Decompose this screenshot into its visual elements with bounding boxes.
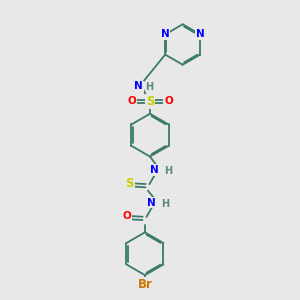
Text: S: S xyxy=(125,177,134,190)
Text: H: H xyxy=(145,82,153,92)
Text: H: H xyxy=(164,166,172,176)
Text: Br: Br xyxy=(137,278,152,291)
Text: O: O xyxy=(127,96,136,106)
Text: N: N xyxy=(147,198,156,208)
Text: S: S xyxy=(146,95,154,108)
Text: N: N xyxy=(196,29,205,39)
Text: N: N xyxy=(161,29,170,39)
Text: N: N xyxy=(150,165,159,175)
Text: O: O xyxy=(164,96,173,106)
Text: O: O xyxy=(122,211,131,221)
Text: H: H xyxy=(161,199,169,209)
Text: N: N xyxy=(134,81,143,92)
